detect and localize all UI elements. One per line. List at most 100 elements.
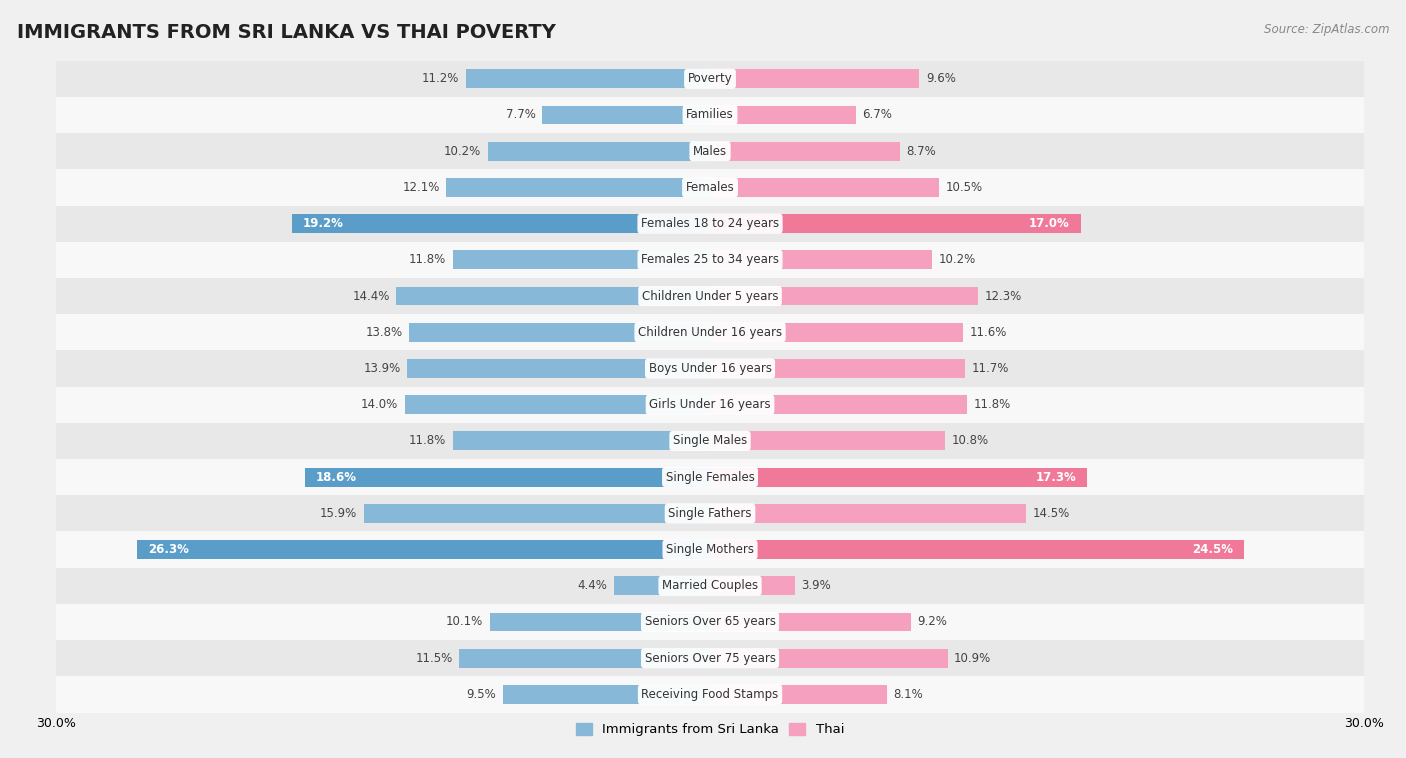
Bar [710,431,945,450]
Bar [614,576,710,595]
Bar [710,576,794,595]
Bar [710,395,967,414]
Bar [56,640,1364,676]
Text: 15.9%: 15.9% [319,507,357,520]
Text: Single Fathers: Single Fathers [668,507,752,520]
Bar [56,205,1364,242]
Bar [710,685,887,704]
Bar [56,568,1364,604]
Bar [56,350,1364,387]
Text: 18.6%: 18.6% [315,471,357,484]
Bar [710,468,1087,487]
Bar [56,169,1364,205]
Bar [488,142,710,161]
Bar [396,287,710,305]
Text: 8.7%: 8.7% [905,145,936,158]
Bar [305,468,710,487]
Bar [503,685,710,704]
Text: Single Males: Single Males [673,434,747,447]
Text: 9.6%: 9.6% [925,72,956,85]
Bar [56,604,1364,640]
Text: 13.9%: 13.9% [363,362,401,375]
Text: 10.1%: 10.1% [446,615,484,628]
Text: Single Mothers: Single Mothers [666,543,754,556]
Bar [56,97,1364,133]
Text: 17.0%: 17.0% [1029,217,1070,230]
Text: 10.8%: 10.8% [952,434,988,447]
Bar [291,215,710,233]
Bar [710,540,1244,559]
Bar [710,359,965,378]
Text: 11.6%: 11.6% [969,326,1007,339]
Bar [710,105,856,124]
Text: 10.5%: 10.5% [945,181,983,194]
Text: Males: Males [693,145,727,158]
Bar [453,250,710,269]
Text: Source: ZipAtlas.com: Source: ZipAtlas.com [1264,23,1389,36]
Text: Poverty: Poverty [688,72,733,85]
Bar [56,242,1364,278]
Bar [56,495,1364,531]
Bar [710,215,1080,233]
Text: Boys Under 16 years: Boys Under 16 years [648,362,772,375]
Bar [489,612,710,631]
Text: Children Under 5 years: Children Under 5 years [641,290,779,302]
Bar [453,431,710,450]
Bar [710,323,963,342]
Bar [405,395,710,414]
Legend: Immigrants from Sri Lanka, Thai: Immigrants from Sri Lanka, Thai [571,718,849,742]
Text: 11.8%: 11.8% [974,398,1011,411]
Text: 11.7%: 11.7% [972,362,1010,375]
Text: Children Under 16 years: Children Under 16 years [638,326,782,339]
Text: 14.4%: 14.4% [353,290,389,302]
Text: 4.4%: 4.4% [578,579,607,592]
Text: 7.7%: 7.7% [506,108,536,121]
Text: 14.0%: 14.0% [361,398,398,411]
Text: Girls Under 16 years: Girls Under 16 years [650,398,770,411]
Bar [710,649,948,668]
Bar [710,287,979,305]
Bar [465,69,710,88]
Bar [56,459,1364,495]
Bar [408,359,710,378]
Text: 11.8%: 11.8% [409,253,446,266]
Text: 11.5%: 11.5% [416,652,453,665]
Bar [56,133,1364,169]
Text: 9.5%: 9.5% [467,688,496,701]
Text: 19.2%: 19.2% [302,217,343,230]
Bar [446,178,710,197]
Text: 12.1%: 12.1% [402,181,440,194]
Text: Families: Families [686,108,734,121]
Text: 11.2%: 11.2% [422,72,460,85]
Text: 17.3%: 17.3% [1035,471,1076,484]
Text: 24.5%: 24.5% [1192,543,1233,556]
Text: 6.7%: 6.7% [862,108,893,121]
Bar [56,531,1364,568]
Bar [56,423,1364,459]
Text: Married Couples: Married Couples [662,579,758,592]
Text: 11.8%: 11.8% [409,434,446,447]
Bar [56,314,1364,350]
Bar [409,323,710,342]
Bar [56,676,1364,713]
Text: Receiving Food Stamps: Receiving Food Stamps [641,688,779,701]
Text: Seniors Over 65 years: Seniors Over 65 years [644,615,776,628]
Bar [710,142,900,161]
Text: Females 25 to 34 years: Females 25 to 34 years [641,253,779,266]
Text: 13.8%: 13.8% [366,326,402,339]
Text: IMMIGRANTS FROM SRI LANKA VS THAI POVERTY: IMMIGRANTS FROM SRI LANKA VS THAI POVERT… [17,23,555,42]
Bar [460,649,710,668]
Bar [710,69,920,88]
Bar [543,105,710,124]
Text: 8.1%: 8.1% [893,688,922,701]
Bar [364,504,710,523]
Text: Females: Females [686,181,734,194]
Bar [710,178,939,197]
Text: 9.2%: 9.2% [917,615,946,628]
Bar [710,612,911,631]
Bar [710,250,932,269]
Text: Seniors Over 75 years: Seniors Over 75 years [644,652,776,665]
Text: 26.3%: 26.3% [148,543,188,556]
Text: 10.9%: 10.9% [955,652,991,665]
Bar [56,387,1364,423]
